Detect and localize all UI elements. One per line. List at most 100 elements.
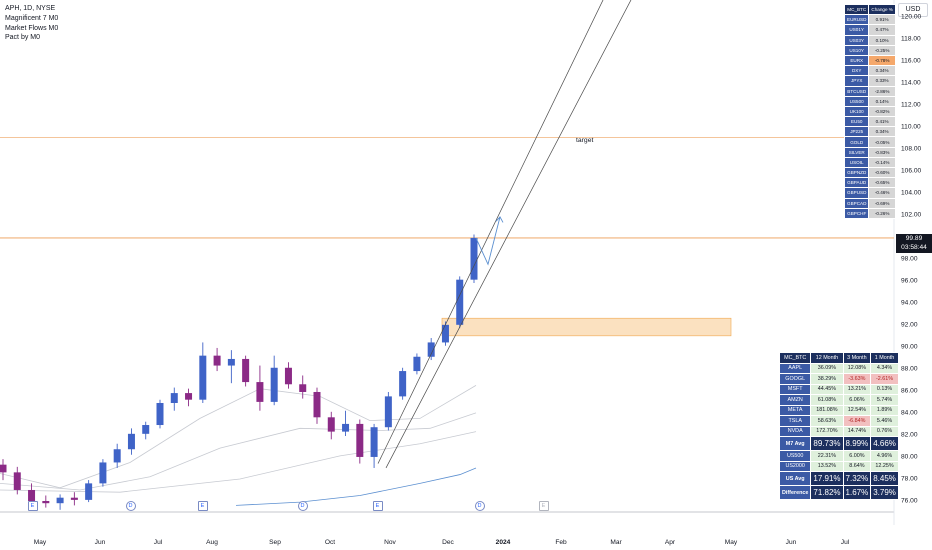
x-tick-label: Jul <box>840 539 850 546</box>
symbol-cell: EU50 <box>843 116 870 128</box>
ma-mid <box>0 412 477 491</box>
candle <box>85 480 93 503</box>
candle <box>470 234 478 283</box>
earnings-marker[interactable]: E <box>372 500 383 511</box>
change-cell: -0.05% <box>868 136 896 148</box>
return-cell: 3.79% <box>870 485 899 500</box>
legend-symbol[interactable]: APH, 1D, NYSE <box>5 5 56 12</box>
y-tick-label: 88.00 <box>901 365 918 373</box>
legend-indicator-pact[interactable]: Pact by M0 <box>5 34 41 42</box>
candle-body <box>242 358 250 383</box>
change-cell: 0.47% <box>868 24 896 36</box>
table-row: US500 0.14% <box>843 95 896 107</box>
blue-trend-line <box>235 467 477 506</box>
last-price-badge: 99.89 03:58:44 <box>896 234 932 253</box>
candle <box>156 399 164 429</box>
dividend-marker[interactable]: D <box>474 500 485 511</box>
return-cell: 12.25% <box>870 460 899 472</box>
candle-body <box>470 237 478 280</box>
chart-legend: APH, 1D, NYSE Magnificent 7 M0 Market Fl… <box>5 4 58 43</box>
legend-indicator-marketflows[interactable]: Market Flows M0 <box>5 24 59 32</box>
candle-body <box>270 367 278 402</box>
x-tick-label: Dec <box>442 539 454 546</box>
candle-body <box>342 423 350 432</box>
candle <box>456 276 464 329</box>
currency-button[interactable]: USD <box>898 3 928 17</box>
table-row: US03Y 0.10% <box>843 34 896 46</box>
return-cell: 0.13% <box>870 383 899 395</box>
channel-upper-line <box>377 0 604 464</box>
table-row: BTCUSD -2.86% <box>843 85 896 97</box>
return-cell: 4.34% <box>870 362 899 374</box>
table-row: AMZN 61.08% 6.06% 5.74% <box>778 394 899 406</box>
symbol-cell: GOLD <box>843 136 870 148</box>
table-header-cell: MC_BTC <box>843 3 870 16</box>
return-cell: 181.08% <box>810 404 844 416</box>
projection-arrowhead <box>495 216 504 223</box>
dividend-marker[interactable]: D <box>297 500 308 511</box>
symbol-cell: MSFT <box>778 383 812 395</box>
candle <box>213 347 221 372</box>
y-tick-label: 112.00 <box>901 101 921 109</box>
dividend-marker[interactable]: D <box>125 500 136 511</box>
candle <box>256 365 264 411</box>
symbol-cell: DXY <box>843 65 870 77</box>
candle <box>56 494 64 510</box>
symbol-cell: US Avg <box>778 471 812 486</box>
change-cell: 0.91% <box>868 14 896 26</box>
return-cell: 7.32% <box>842 471 872 486</box>
y-tick-label: 102.00 <box>901 211 922 219</box>
candle-body <box>170 393 178 403</box>
return-cell: 12.54% <box>842 404 872 416</box>
candle-body <box>456 279 464 325</box>
change-cell: -0.25% <box>868 44 896 56</box>
earnings-marker[interactable]: E <box>197 500 208 511</box>
candle-body <box>185 393 193 400</box>
candle <box>413 353 421 375</box>
return-cell: 5.74% <box>870 394 899 406</box>
time-axis[interactable]: May Jun Jul Aug Sep Oct Nov Dec 2024 Feb Mar Apr May… <box>0 535 894 550</box>
y-tick-label: 82.00 <box>901 431 918 439</box>
candle <box>313 387 321 424</box>
symbol-cell: US500 <box>843 95 870 107</box>
candle-body <box>85 483 93 500</box>
summary-row: Difference 71.82% 1.67% 3.79% <box>778 485 899 500</box>
table-row: META 181.08% 12.54% 1.89% <box>778 404 899 416</box>
y-tick-label: 116.00 <box>901 57 921 65</box>
table-row: GBPUSD -0.46% <box>843 187 896 199</box>
x-tick-label: Jun <box>94 539 106 546</box>
return-cell: 5.46% <box>870 415 899 427</box>
table-row: EU50 0.41% <box>843 116 896 128</box>
y-tick-label: 90.00 <box>901 343 918 351</box>
table-row: US500 22.31% 6.00% 4.96% <box>778 450 899 462</box>
legend-indicator-mag7[interactable]: Magnificent 7 M0 <box>5 14 59 22</box>
change-cell: -0.46% <box>868 187 896 199</box>
symbol-cell: EURX <box>843 54 870 67</box>
change-cell: 0.34% <box>868 126 896 138</box>
return-cell: 8.45% <box>870 471 899 486</box>
y-tick-label: 98.00 <box>901 255 918 263</box>
change-cell: -0.83% <box>868 146 896 158</box>
candle-body <box>370 427 378 457</box>
symbol-cell: JP225 <box>843 126 870 138</box>
table-header-row: MC_BTC 12 Month 3 Month 1 Month <box>778 352 899 364</box>
market-change-table: MC_BTC Change % EURUSD 0.91% US01Y 0.47% US03Y… <box>843 3 896 219</box>
x-tick-label: Apr <box>664 539 676 546</box>
earnings-marker[interactable]: E <box>27 500 38 511</box>
candle <box>113 443 121 468</box>
y-tick-label: 110.00 <box>901 123 921 131</box>
demand-zone <box>441 317 732 337</box>
earnings-marker[interactable]: E <box>538 500 549 511</box>
table-row: NVDA 172.70% 14.74% 0.76% <box>778 425 899 437</box>
channel-lower-line <box>385 0 632 469</box>
candle-body <box>427 342 435 357</box>
symbol-cell: Difference <box>778 485 812 500</box>
candle <box>370 423 378 468</box>
return-cell: 4.96% <box>870 450 899 462</box>
price-axis[interactable]: 120.00 118.00 116.00 114.00 112.00 110.00 108.… <box>894 0 932 525</box>
y-tick-label: 104.00 <box>901 189 922 197</box>
x-tick-label: Nov <box>384 539 396 546</box>
return-cell: 0.76% <box>870 425 899 437</box>
change-cell: 0.33% <box>868 75 896 87</box>
